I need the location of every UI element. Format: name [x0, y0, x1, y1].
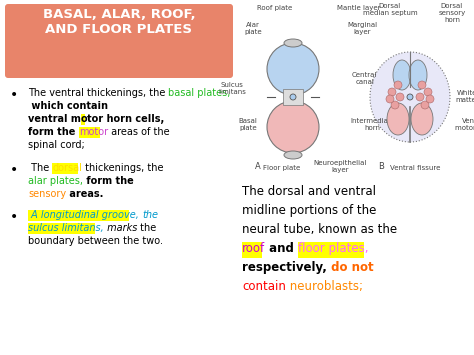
Text: Intermediate
horn: Intermediate horn	[350, 118, 395, 131]
Circle shape	[394, 81, 402, 89]
Text: contain: contain	[242, 280, 286, 293]
Text: which contain: which contain	[28, 101, 108, 111]
Circle shape	[290, 94, 296, 100]
Ellipse shape	[370, 52, 450, 142]
Text: floor plates,: floor plates,	[298, 242, 369, 255]
Text: A: A	[255, 162, 261, 171]
Text: BASAL, ALAR, ROOF,
AND FLOOR PLATES: BASAL, ALAR, ROOF, AND FLOOR PLATES	[43, 8, 195, 36]
Text: o: o	[81, 114, 88, 124]
Ellipse shape	[284, 151, 302, 159]
Text: Ventral
motor horn: Ventral motor horn	[455, 118, 474, 131]
FancyBboxPatch shape	[242, 242, 263, 258]
Text: the: the	[137, 223, 156, 233]
Text: Central
canal: Central canal	[352, 72, 377, 85]
Text: Ventral fissure: Ventral fissure	[390, 165, 440, 171]
Text: alar plates,: alar plates,	[28, 176, 83, 186]
Text: Dorsal
sensory
horn: Dorsal sensory horn	[438, 3, 465, 23]
Text: The ventral thickenings, the: The ventral thickenings, the	[28, 88, 168, 98]
Text: the: the	[142, 210, 158, 220]
Text: The dorsal and ventral: The dorsal and ventral	[242, 185, 376, 198]
Circle shape	[421, 101, 429, 109]
Text: Basal
plate: Basal plate	[238, 118, 257, 131]
Text: sensory: sensory	[28, 189, 66, 199]
Ellipse shape	[409, 60, 427, 90]
Text: marks: marks	[104, 223, 137, 233]
Text: roof: roof	[242, 242, 265, 255]
Ellipse shape	[387, 103, 409, 135]
Circle shape	[386, 95, 394, 103]
Circle shape	[388, 88, 396, 96]
Text: neuroblasts;: neuroblasts;	[286, 280, 363, 293]
Text: and: and	[265, 242, 298, 255]
Ellipse shape	[284, 39, 302, 47]
Circle shape	[426, 95, 434, 103]
Ellipse shape	[267, 101, 319, 153]
FancyBboxPatch shape	[81, 114, 85, 125]
FancyBboxPatch shape	[28, 210, 129, 221]
Text: White
matter: White matter	[455, 90, 474, 103]
Ellipse shape	[267, 43, 319, 95]
Circle shape	[396, 93, 404, 101]
Text: Sulcus
limitans: Sulcus limitans	[218, 82, 246, 95]
Text: Mantle layer: Mantle layer	[337, 5, 381, 11]
Text: basal plates,: basal plates,	[168, 88, 231, 98]
Ellipse shape	[411, 103, 433, 135]
Text: ventral m: ventral m	[28, 114, 81, 124]
Text: Alar
plate: Alar plate	[244, 22, 262, 35]
Text: •: •	[10, 88, 18, 102]
Text: form the: form the	[28, 127, 79, 137]
Text: Dorsal
median septum: Dorsal median septum	[363, 3, 417, 16]
Text: •: •	[10, 210, 18, 224]
Circle shape	[407, 94, 413, 100]
Text: areas.: areas.	[66, 189, 103, 199]
Ellipse shape	[393, 60, 411, 90]
Text: midline portions of the: midline portions of the	[242, 204, 376, 217]
Text: spinal cord;: spinal cord;	[28, 140, 85, 150]
Circle shape	[418, 81, 426, 89]
Text: tor horn cells,: tor horn cells,	[88, 114, 165, 124]
Text: neural tube, known as the: neural tube, known as the	[242, 223, 397, 236]
Text: areas of the: areas of the	[108, 127, 170, 137]
Circle shape	[424, 88, 432, 96]
Text: boundary between the two.: boundary between the two.	[28, 236, 163, 246]
Text: Neuroepithelial
layer: Neuroepithelial layer	[313, 160, 367, 173]
Circle shape	[416, 93, 424, 101]
Text: Floor plate: Floor plate	[263, 165, 300, 171]
Text: sulcus limitans,: sulcus limitans,	[28, 223, 104, 233]
Text: respectively,: respectively,	[242, 261, 327, 274]
FancyBboxPatch shape	[283, 89, 303, 105]
Text: •: •	[10, 163, 18, 177]
FancyBboxPatch shape	[5, 4, 233, 78]
Text: The: The	[28, 163, 52, 173]
FancyBboxPatch shape	[298, 242, 365, 258]
Text: B: B	[378, 162, 384, 171]
Text: form the: form the	[83, 176, 134, 186]
FancyBboxPatch shape	[28, 223, 95, 234]
Text: thickenings, the: thickenings, the	[82, 163, 164, 173]
Circle shape	[391, 101, 399, 109]
FancyBboxPatch shape	[52, 163, 78, 174]
Text: dorsal: dorsal	[52, 163, 82, 173]
Text: do not: do not	[327, 261, 374, 274]
Text: Roof plate: Roof plate	[257, 5, 292, 11]
Text: Marginal
layer: Marginal layer	[347, 22, 377, 35]
Text: A longitudinal groove,: A longitudinal groove,	[28, 210, 142, 220]
Text: motor: motor	[79, 127, 108, 137]
FancyBboxPatch shape	[79, 127, 100, 138]
